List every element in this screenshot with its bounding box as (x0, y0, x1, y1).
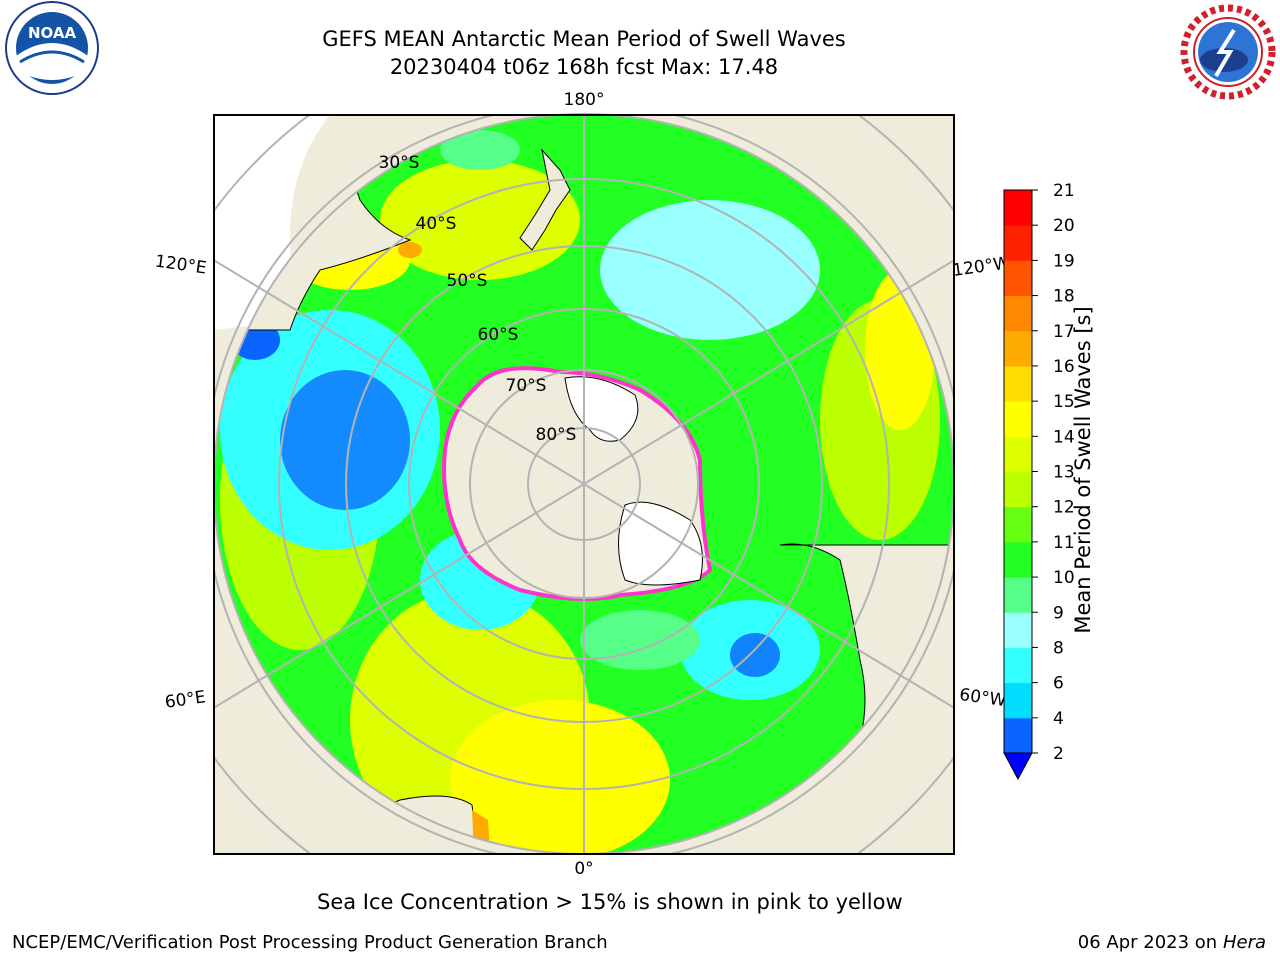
lat-label-30s: 30°S (379, 153, 420, 173)
colorbar-band (1004, 330, 1032, 367)
colorbar-band (1004, 471, 1032, 508)
colorbar-tick-label: 2 (1053, 744, 1064, 764)
chart-title: GEFS MEAN Antarctic Mean Period of Swell… (322, 27, 846, 51)
colorbar-tick-label: 10 (1053, 568, 1075, 588)
colorbar-tick-label: 15 (1053, 392, 1075, 412)
colorbar-band (1004, 190, 1032, 226)
colorbar-tick-label: 11 (1053, 533, 1075, 553)
footer-date-text: 06 Apr 2023 on (1077, 932, 1223, 953)
colorbar-band (1004, 541, 1032, 578)
colorbar-band (1004, 365, 1032, 402)
colorbar-band (1004, 401, 1032, 437)
colorbar-band (1004, 436, 1032, 472)
colorbar-band (1004, 612, 1032, 648)
lat-label-80s: 80°S (536, 425, 577, 445)
noaa-logo: NOAA (5, 1, 99, 95)
colorbar-band (1004, 647, 1032, 684)
colorbar-tick-label: 19 (1053, 251, 1075, 271)
lon-label-0: 0° (574, 859, 593, 879)
colorbar-tick-label: 21 (1053, 181, 1075, 201)
colorbar-band (1004, 260, 1032, 297)
colorbar-tick-label: 8 (1053, 638, 1064, 658)
colorbar-tick-label: 13 (1053, 463, 1075, 483)
colorbar-label: Mean Period of Swell Waves [s] (1071, 306, 1095, 634)
colorbar-band (1004, 717, 1032, 754)
colorbar-band (1004, 506, 1032, 543)
lat-label-60s: 60°S (478, 325, 519, 345)
nws-logo (1180, 4, 1276, 100)
colorbar-tick-label: 20 (1053, 216, 1075, 236)
colorbar-tick-label: 14 (1053, 427, 1075, 447)
graticule (214, 115, 954, 854)
footer-host: Hera (1222, 932, 1266, 953)
sea-ice-note: Sea Ice Concentration > 15% is shown in … (317, 890, 903, 914)
colorbar-extend-min (1003, 752, 1033, 781)
lat-label-50s: 50°S (447, 271, 488, 291)
colorbar-tick-label: 6 (1053, 674, 1064, 694)
lat-label-70s: 70°S (506, 376, 547, 396)
colorbar-band (1004, 682, 1032, 719)
map-border (213, 114, 955, 855)
colorbar-tick-label: 12 (1053, 498, 1075, 518)
colorbar-tick-label: 17 (1053, 322, 1075, 342)
colorbar-tick-label: 9 (1053, 603, 1064, 623)
chart-subtitle: 20230404 t06z 168h fcst Max: 17.48 (389, 55, 779, 79)
svg-text:NOAA: NOAA (28, 24, 77, 42)
colorbar-band (1004, 577, 1032, 613)
colorbar-tick-label: 16 (1053, 357, 1075, 377)
colorbar-band (1004, 225, 1032, 261)
footer-date: 06 Apr 2023 on Hera (1078, 932, 1266, 953)
colorbar-tick-label: 4 (1053, 709, 1064, 729)
colorbar-band (1004, 295, 1032, 332)
colorbar-tick-label: 18 (1053, 287, 1075, 307)
footer-credit: NCEP/EMC/Verification Post Processing Pr… (12, 932, 608, 953)
lon-label-180: 180° (564, 90, 605, 110)
lat-label-40s: 40°S (416, 214, 457, 234)
